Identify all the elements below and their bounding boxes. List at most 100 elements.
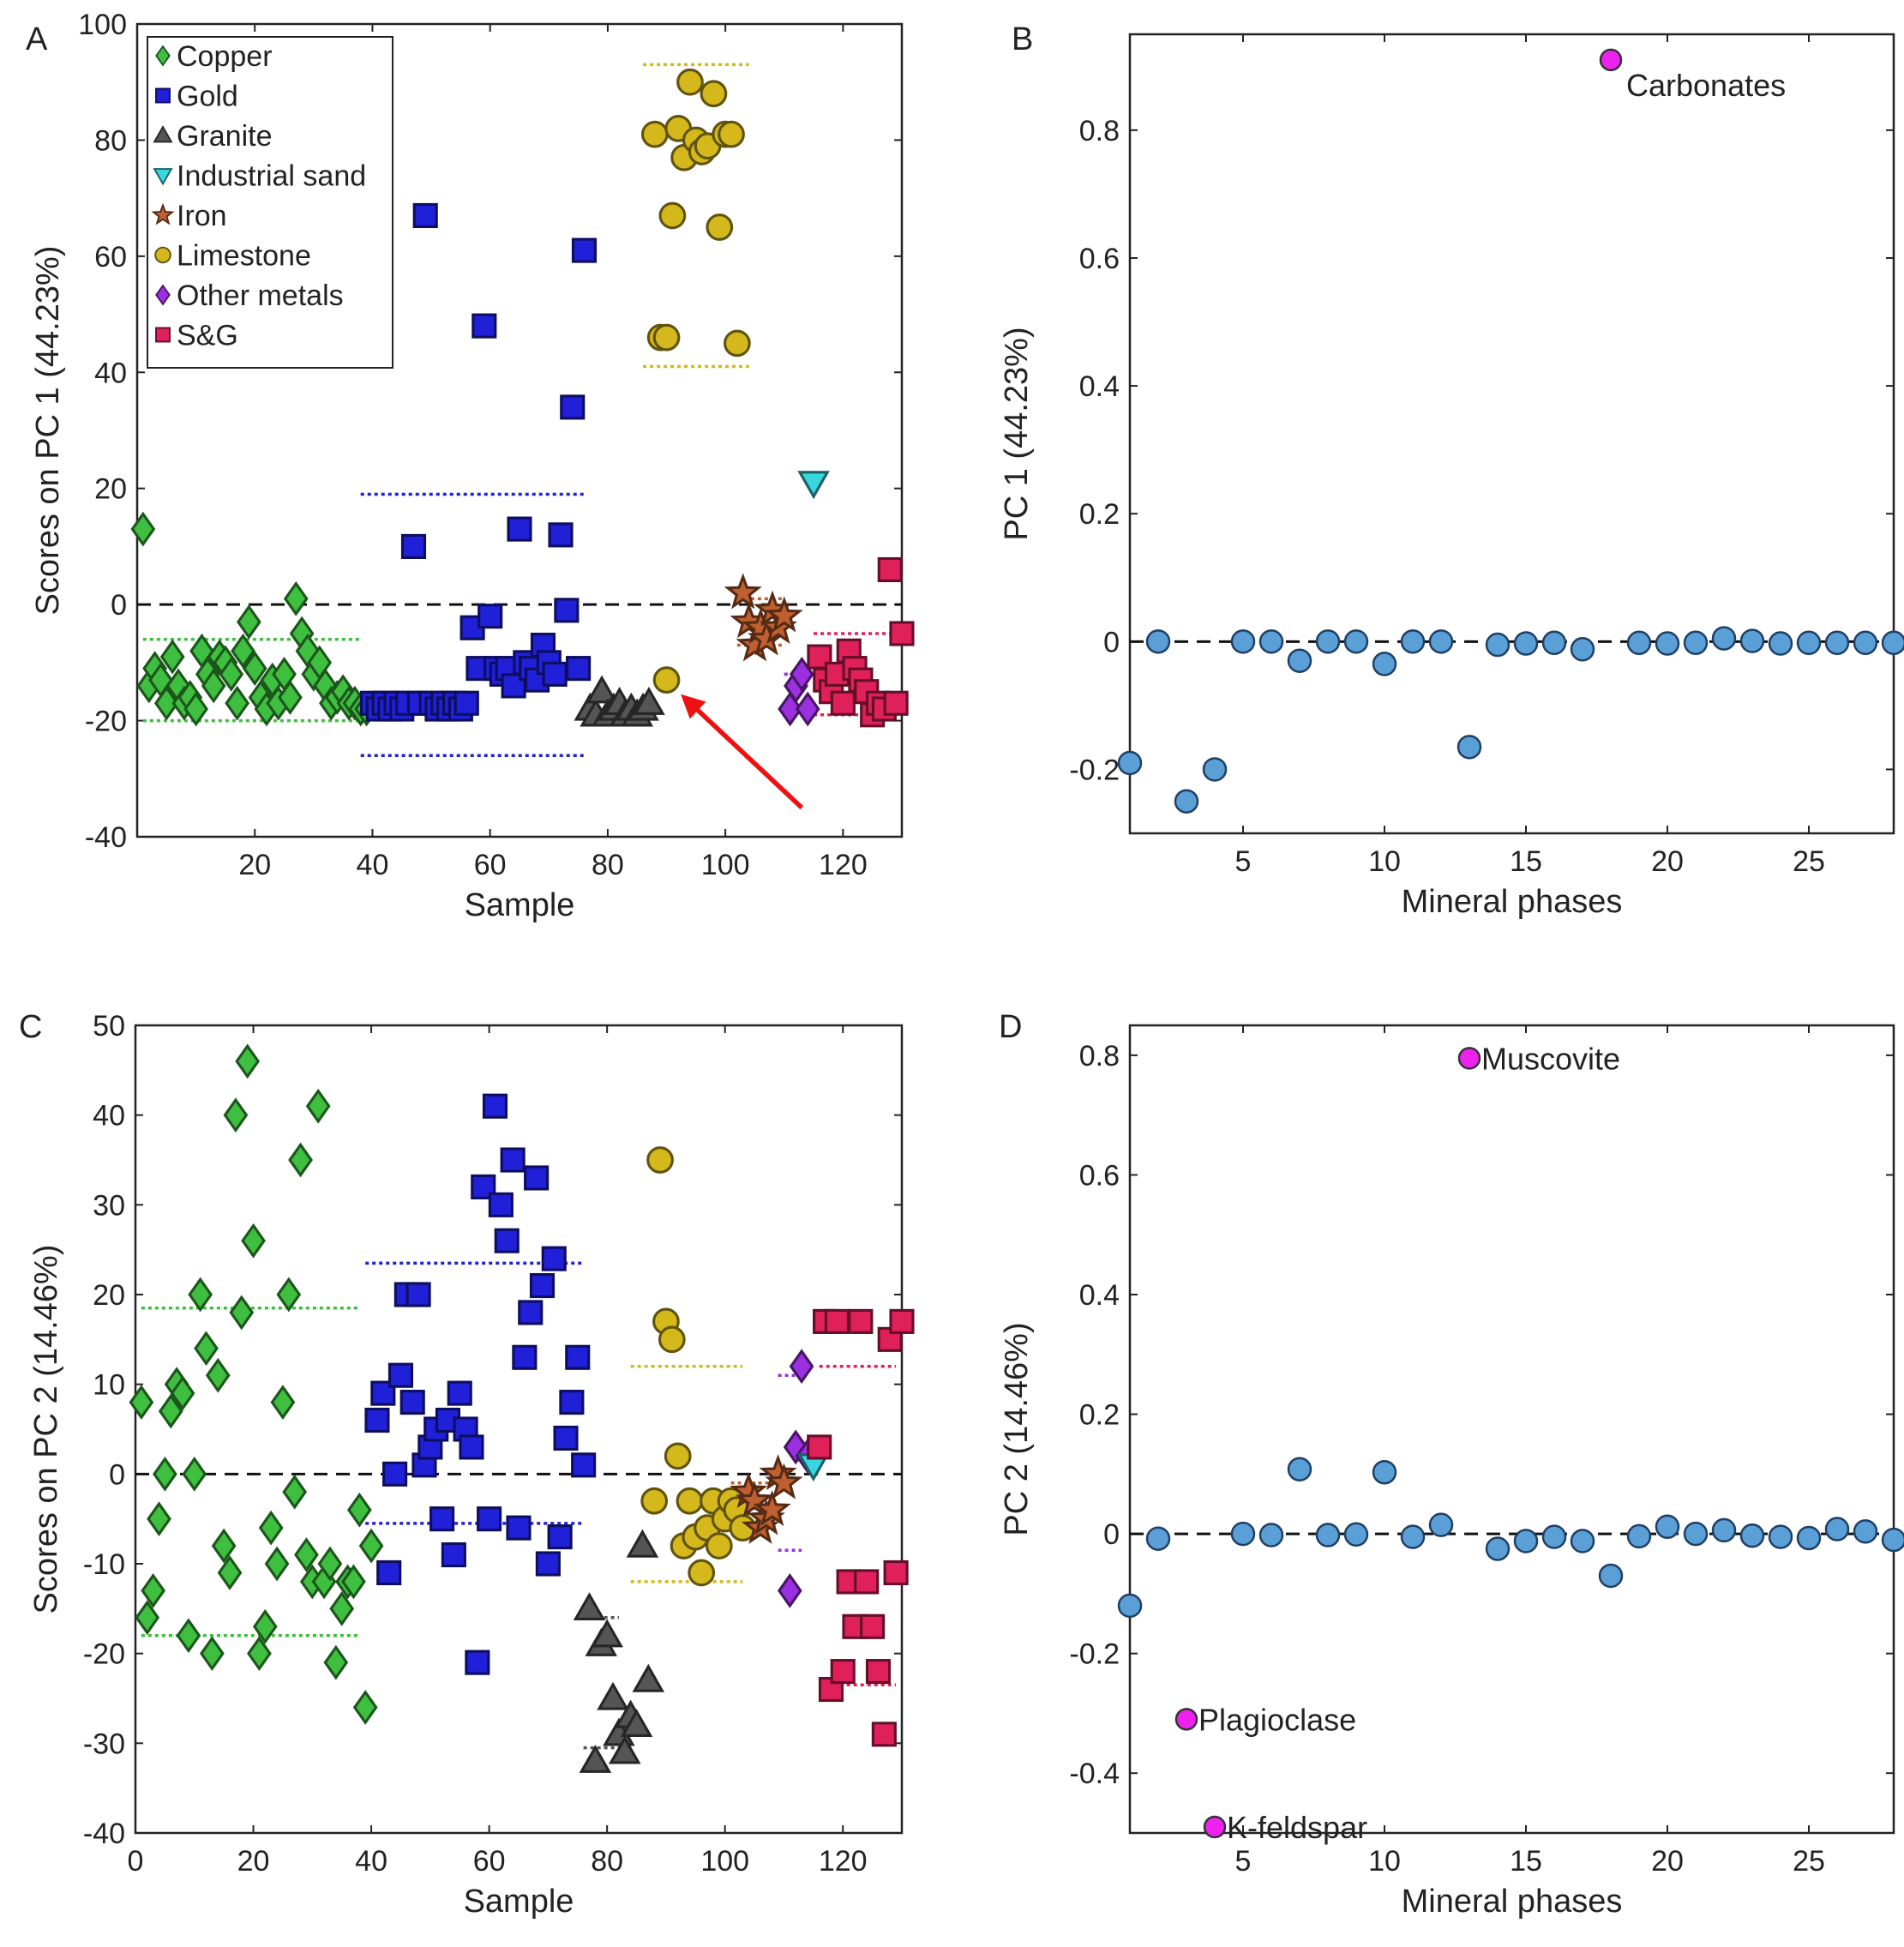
panel-d-loading-point <box>1655 1514 1680 1539</box>
panel-c-point-copper <box>235 1043 261 1079</box>
panel-d-loading-point <box>1881 1527 1904 1553</box>
panel-b-loading-point <box>1372 652 1397 676</box>
panel-c-y-tick-label: -20 <box>83 1638 125 1671</box>
panel-a-point-iron <box>724 573 762 610</box>
panel-c-x-tick-label: 20 <box>237 1845 270 1878</box>
panel-c-series-iron <box>730 1454 803 1544</box>
panel-c-point-copper <box>229 1295 255 1331</box>
panel-c-series-sandg <box>807 1308 915 1747</box>
panel-a-point-sandg <box>883 690 909 716</box>
panel-c-point-gold <box>387 1362 414 1388</box>
panel-a-series-granite <box>574 675 665 727</box>
panel-a-point-gold <box>478 604 503 629</box>
panel-a-y-tick-label: 0 <box>111 589 127 622</box>
panel-d-loading-point <box>1258 1523 1284 1547</box>
panel-d-loading-point <box>1400 1524 1426 1549</box>
panel-c-point-copper <box>329 1590 355 1626</box>
panel-c-y-tick-label: 20 <box>93 1279 125 1312</box>
panel-d-y-tick-label: 0.8 <box>1079 1040 1120 1073</box>
panel-d-y-tick-label: 0.2 <box>1079 1399 1120 1432</box>
panel-d-loading-point <box>1315 1523 1341 1547</box>
panel-d-y-tick-label: 0.4 <box>1079 1279 1120 1312</box>
panel-a-point-copper <box>278 680 303 715</box>
panel-c-y-tick-label: 50 <box>93 1010 125 1043</box>
panel-a-point-copper <box>236 604 261 640</box>
panel-c-point-copper <box>141 1573 166 1608</box>
panel-d-loading-point <box>1739 1523 1765 1548</box>
panel-c-point-copper <box>352 1690 378 1725</box>
panel-c-point-copper <box>252 1608 278 1644</box>
panel-c-point-granite <box>597 1681 629 1710</box>
panel-c-point-gold <box>565 1344 591 1370</box>
panel-a-legend-marker-granite <box>153 125 173 143</box>
panel-d-chart: 5 10 15 20 25 -0.4 -0.2 0 0.2 0.4 0.6 0.8 Mineral ph… <box>999 1024 1904 1920</box>
panel-d-loading-point <box>1372 1459 1397 1485</box>
panel-a-series-copper <box>130 511 379 727</box>
panel-a-point-limestone <box>676 68 704 96</box>
panel-d-annotation-plagioclase: Plagioclase <box>1198 1702 1356 1737</box>
panel-a-series-iron <box>724 573 803 662</box>
panel-c-point-other-metals <box>777 1573 802 1608</box>
panel-a-y-tick-label: -20 <box>85 706 127 738</box>
panel-c-x-tick-label: 40 <box>355 1845 387 1878</box>
panel-c-point-gold <box>535 1551 561 1577</box>
panel-a-y-tick-label: 100 <box>78 9 127 41</box>
panel-c-point-limestone <box>688 1559 716 1587</box>
panel-a-y-tick-label: 80 <box>94 124 127 157</box>
panel-d-loading-point <box>1343 1522 1369 1547</box>
panel-a-point-gold <box>412 202 438 229</box>
panel-c-point-copper <box>247 1636 272 1672</box>
panel-b-loading-point-highlight <box>1599 48 1623 72</box>
panel-d-loading-point-highlight <box>1203 1815 1227 1839</box>
panel-d-loading-point <box>1824 1517 1850 1541</box>
panel-b-loading-point <box>1683 630 1709 656</box>
panel-b-annotation-carbonates: Carbonates <box>1626 68 1786 103</box>
panel-label-c: C <box>19 1009 42 1045</box>
panel-c-point-copper <box>129 1385 154 1420</box>
panel-d-loading-point <box>1683 1521 1709 1547</box>
panel-a-point-copper <box>201 668 226 704</box>
panel-a-legend-label-granite: Granite <box>177 120 273 153</box>
panel-c-point-gold <box>494 1228 520 1253</box>
panel-c-point-gold <box>459 1434 484 1460</box>
panel-a-x-tick-label: 120 <box>819 849 868 881</box>
panel-c-point-granite <box>608 1735 641 1764</box>
panel-c-point-gold <box>518 1300 544 1325</box>
panel-a-point-sandg <box>830 690 856 716</box>
panel-a-point-other-metals <box>795 691 820 727</box>
panel-d-loading-point <box>1541 1524 1567 1549</box>
panel-a-point-copper <box>219 657 244 692</box>
panel-a-series-sandg <box>807 556 915 728</box>
panel-b-y-tick-label: 0.6 <box>1079 243 1120 275</box>
panel-a-point-iron <box>765 596 803 633</box>
panel-c-point-sandg <box>848 1308 874 1334</box>
panel-c-chart: 0 20 40 60 80 100 120 -40 -30 -20 -10 0 10 20 30 40 50 Sa… <box>28 1010 915 1920</box>
panel-c-point-granite <box>579 1745 612 1773</box>
panel-c-series-granite <box>573 1529 665 1773</box>
panel-d-x-tick-label: 25 <box>1793 1845 1825 1878</box>
panel-a-legend-label-industrial-sand: Industrial sand <box>177 160 366 193</box>
panel-a-point-copper <box>159 639 185 675</box>
panel-c-point-copper <box>135 1600 160 1636</box>
panel-c-point-gold <box>477 1506 502 1532</box>
panel-c-point-sandg <box>830 1659 856 1685</box>
panel-d-loading-point-highlight <box>1457 1047 1481 1070</box>
panel-a-point-gold <box>566 656 592 682</box>
panel-a-point-limestone <box>706 213 734 241</box>
panel-c-point-limestone <box>658 1325 686 1354</box>
panel-a-legend-marker-industrial-sand <box>153 168 173 186</box>
panel-c-series-gold <box>364 1093 597 1675</box>
panel-b-loading-point <box>1230 629 1256 654</box>
panel-c-point-copper <box>305 1088 331 1124</box>
panel-a-arrow <box>681 694 804 810</box>
panel-a-point-gold <box>548 522 574 548</box>
panel-b-loading-point <box>1711 626 1737 651</box>
panel-c-point-sandg <box>871 1722 897 1747</box>
panel-c-point-sandg <box>865 1659 892 1685</box>
panel-b-x-tick-label: 25 <box>1793 845 1825 878</box>
panel-c-point-gold <box>376 1559 402 1586</box>
panel-b-loading-point <box>1541 630 1567 656</box>
panel-a-series-gold <box>359 202 598 722</box>
panel-c-series-limestone <box>640 1146 757 1587</box>
panel-b-loading-point <box>1626 630 1652 656</box>
